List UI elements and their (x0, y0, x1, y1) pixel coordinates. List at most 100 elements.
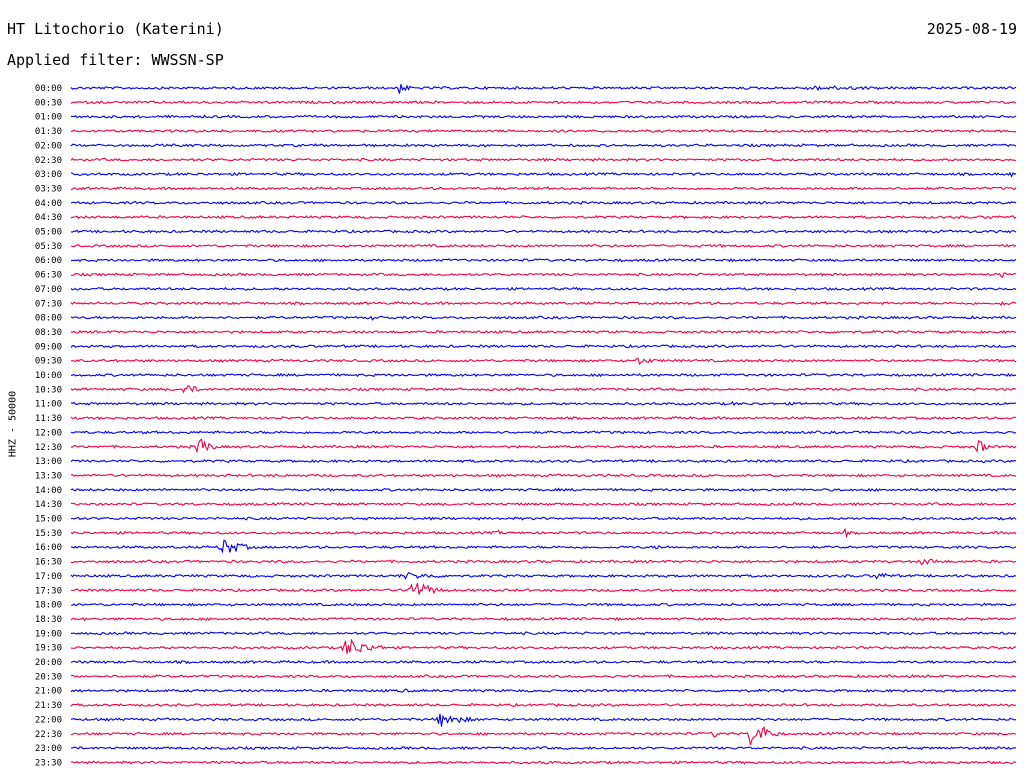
time-label-0400: 04:00 (35, 199, 62, 209)
time-label-1030: 10:30 (35, 385, 62, 395)
trace-2100 (70, 688, 1017, 693)
trace-1430 (70, 502, 1017, 507)
trace-1000 (70, 372, 1017, 378)
trace-0500 (70, 229, 1017, 234)
time-label-0330: 03:30 (35, 184, 62, 194)
trace-1900 (70, 631, 1017, 636)
time-label-0230: 02:30 (35, 156, 62, 166)
trace-2200 (70, 713, 1017, 727)
trace-0930 (70, 357, 1017, 366)
time-label-1500: 15:00 (35, 515, 62, 525)
trace-1730 (70, 582, 1017, 595)
time-label-1130: 11:30 (35, 414, 62, 424)
time-label-0530: 05:30 (35, 242, 62, 252)
time-label-0200: 02:00 (35, 141, 62, 151)
time-label-2030: 20:30 (35, 672, 62, 682)
trace-0430 (70, 214, 1017, 220)
trace-0300 (70, 171, 1017, 178)
time-label-1000: 10:00 (35, 371, 62, 381)
trace-1400 (70, 487, 1017, 492)
time-label-0900: 09:00 (35, 342, 62, 352)
time-label-2000: 20:00 (35, 658, 62, 668)
trace-2300 (71, 745, 1017, 751)
time-label-0600: 06:00 (35, 256, 62, 266)
time-label-0300: 03:00 (35, 170, 62, 180)
station-title: HT Litochorio (Katerini) (7, 20, 224, 38)
time-label-2130: 21:30 (35, 701, 62, 711)
trace-2030 (70, 674, 1017, 679)
trace-0700 (70, 286, 1017, 292)
trace-1130 (70, 415, 1017, 421)
trace-1830 (70, 616, 1017, 622)
trace-1600 (70, 539, 1017, 554)
trace-1630 (70, 558, 1017, 566)
time-label-1930: 19:30 (35, 644, 62, 654)
trace-1230 (70, 438, 1017, 454)
time-label-1900: 19:00 (35, 629, 62, 639)
time-label-2300: 23:00 (35, 744, 62, 754)
trace-2130 (70, 702, 1017, 708)
time-label-2200: 22:00 (35, 715, 62, 725)
time-label-0030: 00:30 (35, 98, 62, 108)
time-label-1430: 14:30 (35, 500, 62, 510)
time-label-1300: 13:00 (35, 457, 62, 467)
trace-0400 (70, 200, 1017, 205)
trace-0200 (70, 143, 1017, 148)
trace-0230 (70, 157, 1017, 162)
trace-1700 (70, 571, 1017, 580)
trace-0000 (70, 84, 1017, 94)
trace-1030 (70, 385, 1017, 394)
time-label-1100: 11:00 (35, 400, 62, 410)
trace-0900 (70, 343, 1017, 349)
trace-0600 (70, 258, 1017, 263)
time-label-0730: 07:30 (35, 299, 62, 309)
trace-2230 (70, 726, 1017, 745)
trace-1530 (70, 527, 1017, 539)
time-label-0630: 06:30 (35, 271, 62, 281)
time-label-0430: 04:30 (35, 213, 62, 223)
trace-2000 (70, 659, 1017, 665)
time-label-0500: 05:00 (35, 228, 62, 238)
time-label-1800: 18:00 (35, 601, 62, 611)
filter-label: Applied filter: WWSSN-SP (7, 51, 224, 69)
trace-0030 (70, 100, 1017, 105)
trace-1500 (70, 516, 1017, 521)
time-label-0130: 01:30 (35, 127, 62, 137)
time-label-2100: 21:00 (35, 687, 62, 697)
time-label-1400: 14:00 (35, 486, 62, 496)
trace-0630 (70, 272, 1017, 278)
trace-0800 (70, 315, 1017, 321)
trace-2330 (70, 760, 1017, 765)
time-label-1230: 12:30 (35, 443, 62, 453)
time-label-2230: 22:30 (35, 730, 62, 740)
trace-0830 (70, 329, 1017, 334)
trace-1300 (70, 458, 1017, 464)
time-label-1630: 16:30 (35, 558, 62, 568)
time-label-0930: 09:30 (35, 357, 62, 367)
trace-0100 (70, 114, 1017, 119)
time-label-0700: 07:00 (35, 285, 62, 295)
date-label: 2025-08-19 (926, 20, 1017, 38)
trace-1200 (70, 430, 1017, 435)
time-label-1730: 17:30 (35, 586, 62, 596)
time-label-1700: 17:00 (35, 572, 62, 582)
time-label-1600: 16:00 (35, 543, 62, 553)
trace-0530 (70, 243, 1017, 248)
trace-0330 (70, 186, 1017, 191)
trace-1330 (70, 473, 1017, 478)
time-label-1530: 15:30 (35, 529, 62, 539)
time-label-1330: 13:30 (35, 471, 62, 481)
time-label-2330: 23:30 (35, 758, 62, 768)
trace-0130 (70, 128, 1017, 134)
time-label-0100: 01:00 (35, 113, 62, 123)
time-label-0000: 00:00 (35, 84, 62, 94)
trace-1800 (70, 602, 1017, 607)
time-label-0800: 08:00 (35, 314, 62, 324)
time-label-0830: 08:30 (35, 328, 62, 338)
time-label-1200: 12:00 (35, 428, 62, 438)
trace-0730 (70, 300, 1017, 307)
time-label-1830: 18:30 (35, 615, 62, 625)
trace-1930 (70, 638, 1017, 655)
trace-1100 (70, 400, 1017, 406)
